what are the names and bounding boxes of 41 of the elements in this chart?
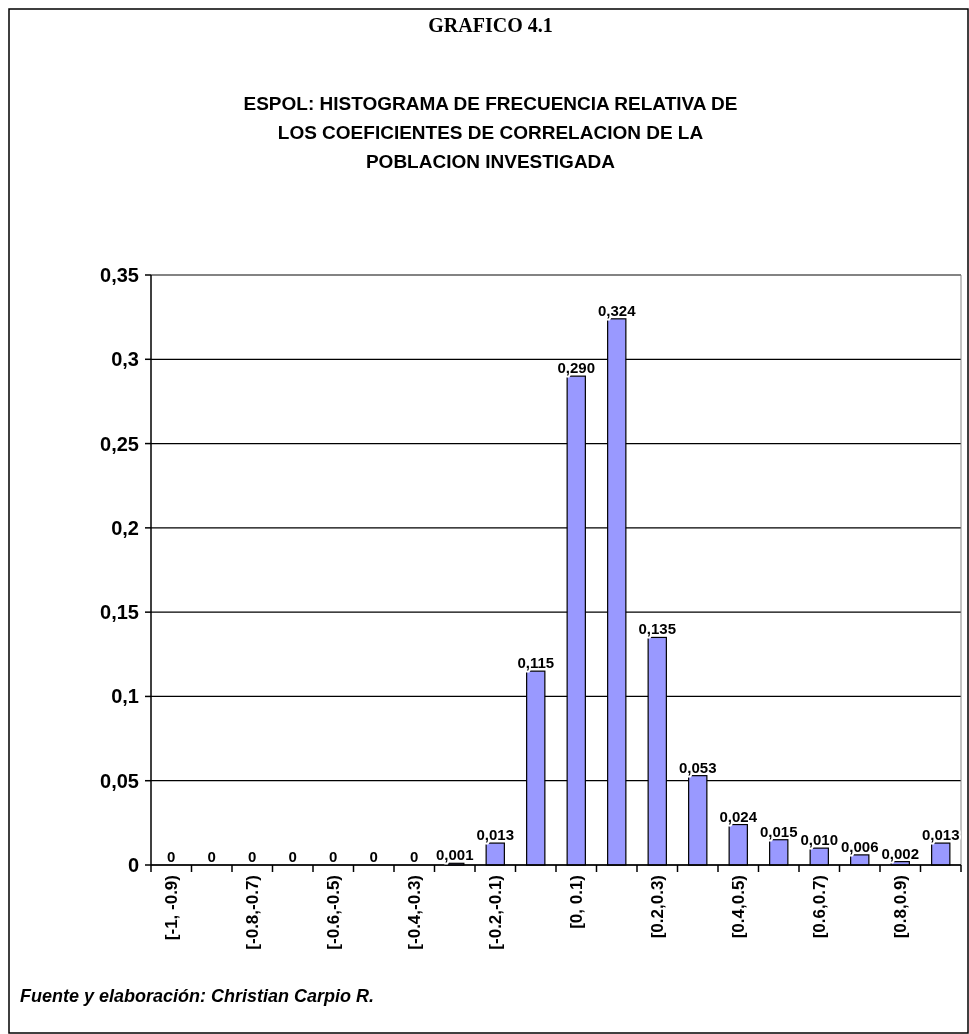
data-label: 0 <box>167 848 176 865</box>
chart-title: GRAFICO 4.1 <box>428 14 553 36</box>
data-label: 0,010 <box>800 831 839 849</box>
chart-subtitle: ESPOL: HISTOGRAMA DE FRECUENCIA RELATIVA DE LOS COEFICIENTES DE CORRELACION DE LA POBLACION INVESTIGADA <box>243 93 738 172</box>
x-tick-label: [-0.6,-0.5) <box>324 875 344 950</box>
data-label: 0 <box>207 848 216 865</box>
data-label: 0,324 <box>597 301 637 319</box>
data-label: 0,013 <box>476 826 515 844</box>
data-label: 0,001 <box>435 846 474 864</box>
x-tick-label: [-0.4,-0.3) <box>405 875 425 950</box>
data-label: 0,024 <box>719 807 758 825</box>
x-tick-label: [0, 0.1) <box>567 875 587 929</box>
data-label: 0,013 <box>921 826 960 844</box>
data-label: 0,290 <box>557 359 596 377</box>
data-label: 0 <box>329 848 338 865</box>
x-tick-label: [-0.8,-0.7) <box>243 875 263 950</box>
data-label: 0 <box>248 848 257 865</box>
x-tick-label: [-0.2,-0.1) <box>486 875 506 950</box>
y-tick-label: 0,15 <box>100 601 139 624</box>
x-tick-label: [0.4,0.5) <box>729 875 749 939</box>
y-tick-label: 0,05 <box>100 769 139 792</box>
data-label: 0,002 <box>881 844 920 862</box>
y-tick-label: 0,35 <box>100 264 139 286</box>
data-label: 0,135 <box>638 620 677 638</box>
y-tick-label: 0,1 <box>111 685 139 708</box>
y-tick-label: 0,25 <box>100 432 139 455</box>
data-label: 0 <box>288 848 297 865</box>
data-label: 0,115 <box>517 654 555 672</box>
x-tick-label: [0.2,0.3) <box>648 875 668 939</box>
x-tick-label: [0.8,0.9) <box>891 875 911 939</box>
data-label: 0,006 <box>840 837 879 855</box>
data-label: 0 <box>410 848 419 865</box>
data-label: 0 <box>369 848 378 865</box>
data-label: 0,015 <box>759 822 798 840</box>
y-tick-label: 0,3 <box>111 348 139 371</box>
source-note: Fuente y elaboración: Christian Carpio R. <box>20 986 375 1006</box>
x-tick-label: [-1, -0.9) <box>162 875 182 941</box>
y-tick-label: 0,2 <box>111 516 139 539</box>
data-label: 0,053 <box>678 758 717 776</box>
y-tick-label: 0 <box>127 854 139 876</box>
x-tick-label: [0.6,0.7) <box>810 875 830 939</box>
